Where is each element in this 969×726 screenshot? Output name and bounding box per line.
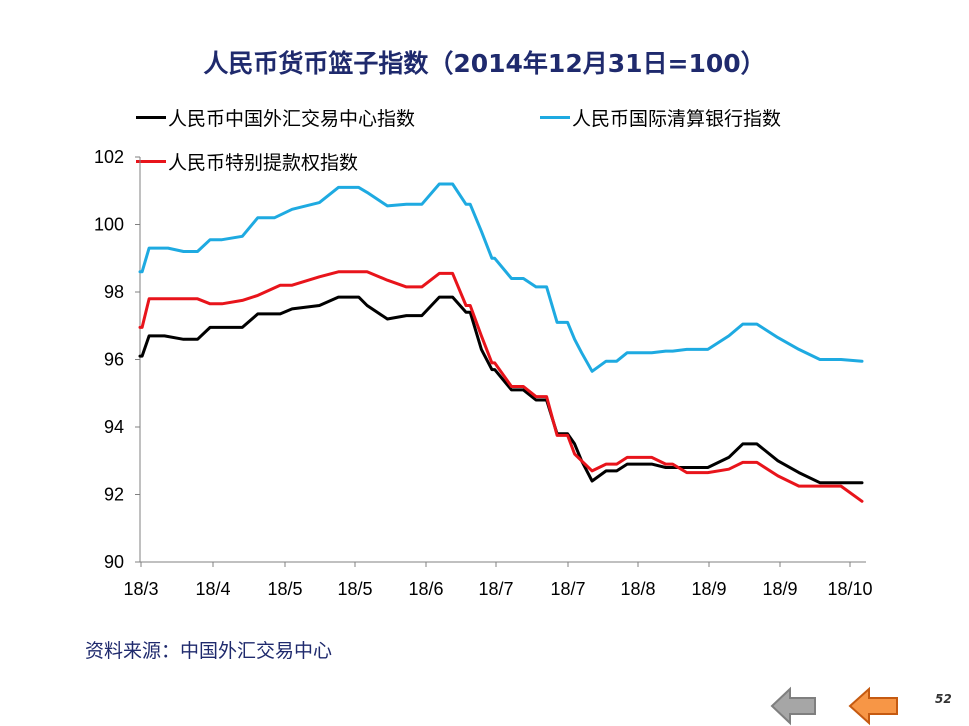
x-tick-label: 18/10 — [827, 579, 872, 599]
series-line-sdr — [138, 270, 864, 503]
y-tick-label: 98 — [104, 282, 124, 302]
y-tick-label: 100 — [94, 215, 124, 235]
series-line-cfets — [138, 295, 864, 485]
next-page-button[interactable] — [848, 686, 900, 726]
x-tick-label: 18/5 — [267, 579, 302, 599]
chart-axes: 90 92 94 96 98 100 102 18/3 18/4 18/5 18/5 18/6 18/7… — [94, 147, 873, 599]
x-tick-label: 18/7 — [550, 579, 585, 599]
legend-item-sdr: 人民币特别提款权指数 — [136, 148, 358, 174]
legend-item-cfets: 人民币中国外汇交易中心指数 — [136, 104, 415, 130]
x-tick-label: 18/6 — [408, 579, 443, 599]
x-tick-label: 18/3 — [123, 579, 158, 599]
x-tick-label: 18/5 — [337, 579, 372, 599]
chart-series — [138, 182, 864, 503]
x-tick-label: 18/9 — [762, 579, 797, 599]
legend-item-bis: 人民币国际清算银行指数 — [540, 104, 781, 130]
page-number: 52 — [935, 692, 952, 706]
legend-swatch-bis — [540, 115, 570, 119]
y-tick-label: 96 — [104, 350, 124, 370]
left-arrow-icon — [770, 686, 816, 726]
y-tick-label: 92 — [104, 485, 124, 505]
left-arrow-icon — [848, 686, 898, 726]
chart-title: 人民币货币篮子指数（2014年12月31日=100） — [203, 49, 766, 78]
legend-label-bis: 人民币国际清算银行指数 — [572, 107, 782, 130]
y-tick-label: 94 — [104, 417, 124, 437]
legend-swatch-cfets — [136, 115, 166, 119]
y-tick-label: 90 — [104, 552, 124, 572]
legend-label-cfets: 人民币中国外汇交易中心指数 — [168, 107, 416, 130]
x-tick-label: 18/8 — [620, 579, 655, 599]
legend-swatch-sdr — [136, 159, 166, 163]
x-tick-label: 18/9 — [691, 579, 726, 599]
y-tick-label: 102 — [94, 147, 124, 167]
legend-label-sdr: 人民币特别提款权指数 — [168, 151, 359, 174]
x-tick-label: 18/7 — [478, 579, 513, 599]
previous-page-button[interactable] — [770, 686, 818, 726]
series-line-bis — [138, 182, 864, 373]
source-note: 资料来源：中国外汇交易中心 — [85, 640, 333, 662]
x-tick-label: 18/4 — [195, 579, 230, 599]
